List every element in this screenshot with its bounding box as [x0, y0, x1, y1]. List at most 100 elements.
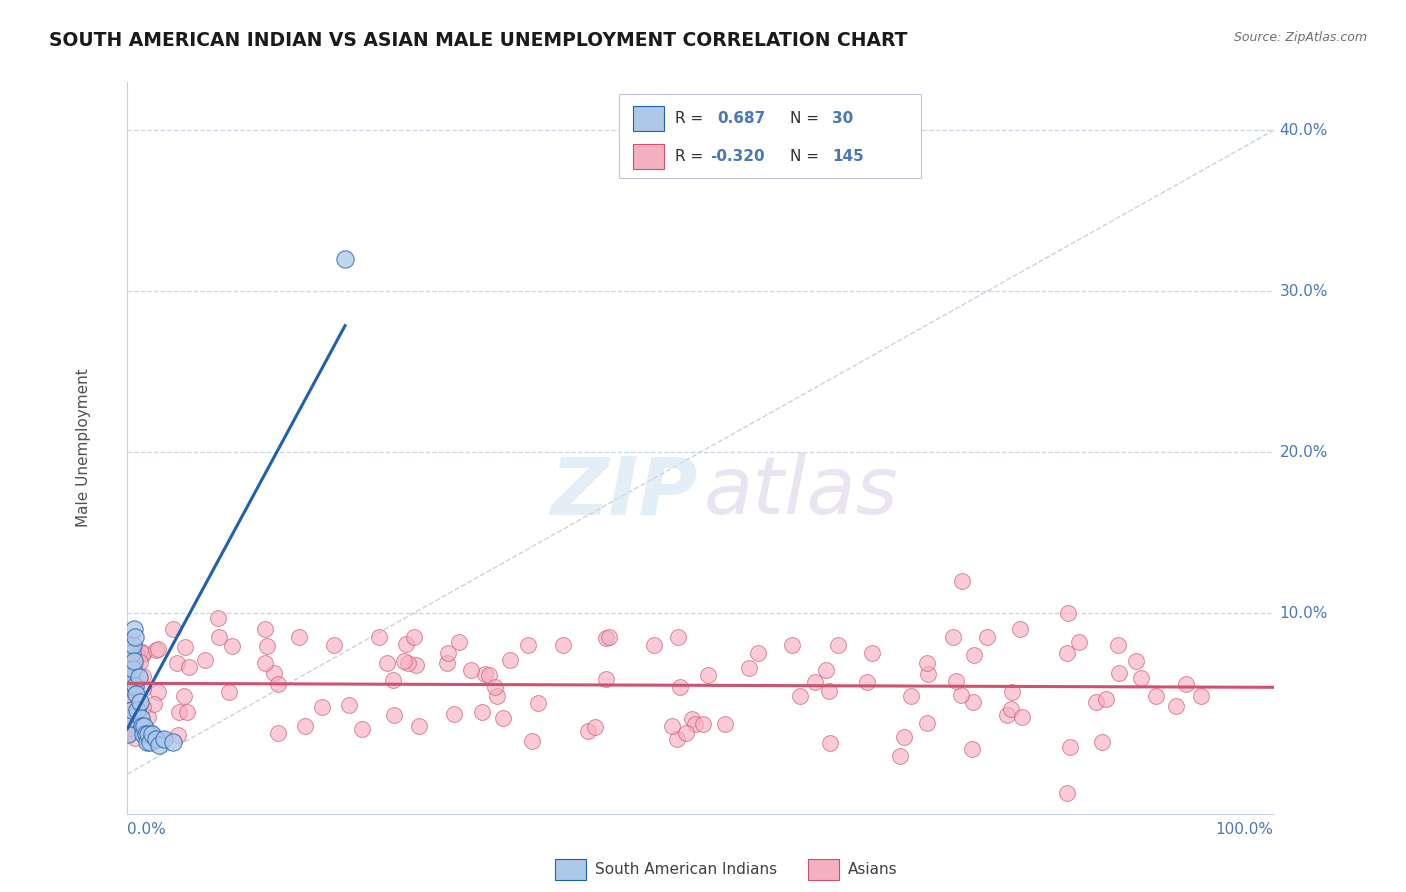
Point [893, 730, 915, 744]
Point [162, 622, 184, 636]
Text: R =: R = [675, 149, 709, 163]
Point [131, 719, 153, 733]
Point [375, 657, 398, 671]
Point [1056, 786, 1078, 800]
Point [714, 716, 737, 731]
Point [595, 631, 617, 645]
Point [124, 630, 146, 644]
Point [256, 639, 278, 653]
Point [405, 657, 427, 672]
Point [120, 717, 142, 731]
Point [1130, 671, 1153, 685]
Point [1001, 685, 1024, 699]
Text: N =: N = [790, 149, 824, 163]
Point [492, 711, 515, 725]
Point [665, 732, 688, 747]
Text: SOUTH AMERICAN INDIAN VS ASIAN MALE UNEMPLOYMENT CORRELATION CHART: SOUTH AMERICAN INDIAN VS ASIAN MALE UNEM… [49, 31, 908, 50]
Text: 0.0%: 0.0% [127, 822, 166, 838]
Point [132, 647, 155, 661]
Point [129, 644, 152, 658]
Point [942, 630, 965, 644]
Point [128, 695, 150, 709]
Point [1094, 691, 1116, 706]
Point [945, 674, 967, 689]
Point [737, 661, 759, 675]
Point [1057, 606, 1080, 620]
Point [962, 694, 984, 708]
Text: atlas: atlas [704, 453, 898, 531]
Text: 40.0%: 40.0% [1279, 123, 1327, 137]
Point [208, 630, 231, 644]
Point [138, 710, 160, 724]
Point [294, 719, 316, 733]
Point [139, 725, 162, 739]
Text: 30.0%: 30.0% [1279, 284, 1329, 299]
Point [132, 669, 155, 683]
Point [474, 667, 496, 681]
Point [263, 666, 285, 681]
Point [117, 727, 139, 741]
Point [1108, 665, 1130, 680]
Point [962, 648, 984, 663]
Point [129, 711, 152, 725]
Point [288, 630, 311, 644]
Point [136, 727, 159, 741]
Point [681, 712, 703, 726]
Point [118, 679, 141, 693]
Point [368, 630, 391, 644]
Point [576, 724, 599, 739]
Point [350, 722, 373, 736]
Point [167, 728, 190, 742]
Point [141, 727, 163, 741]
Point [551, 638, 574, 652]
Point [900, 689, 922, 703]
Point [675, 726, 697, 740]
Point [145, 731, 167, 746]
Point [146, 641, 169, 656]
Point [950, 574, 973, 588]
Point [121, 703, 143, 717]
Text: N =: N = [790, 112, 824, 126]
Point [1069, 635, 1091, 649]
Point [176, 705, 198, 719]
Point [818, 736, 841, 750]
Point [960, 742, 983, 756]
Point [382, 673, 405, 688]
Point [484, 681, 506, 695]
Point [254, 656, 277, 670]
Text: R =: R = [675, 112, 709, 126]
Point [120, 711, 142, 725]
Point [128, 671, 150, 685]
Point [117, 687, 139, 701]
Text: Asians: Asians [848, 863, 897, 877]
Point [122, 715, 145, 730]
Point [120, 641, 142, 656]
Point [595, 672, 617, 686]
Point [122, 622, 145, 636]
Point [1091, 735, 1114, 749]
Point [436, 656, 458, 670]
Point [598, 630, 620, 644]
Point [1056, 646, 1078, 660]
Text: South American Indians: South American Indians [595, 863, 778, 877]
Point [780, 638, 803, 652]
Point [124, 657, 146, 671]
Point [117, 707, 139, 722]
Point [485, 690, 508, 704]
Point [517, 638, 540, 652]
Point [862, 646, 884, 660]
Text: 30: 30 [832, 112, 853, 126]
Point [696, 668, 718, 682]
Text: 145: 145 [832, 149, 865, 163]
Point [856, 675, 879, 690]
Point [122, 677, 145, 691]
Point [917, 667, 939, 681]
Point [1175, 677, 1198, 691]
Point [499, 653, 522, 667]
Point [1008, 623, 1031, 637]
Point [803, 674, 825, 689]
Point [150, 731, 173, 746]
Point [167, 706, 190, 720]
Point [408, 719, 430, 733]
Point [747, 646, 769, 660]
